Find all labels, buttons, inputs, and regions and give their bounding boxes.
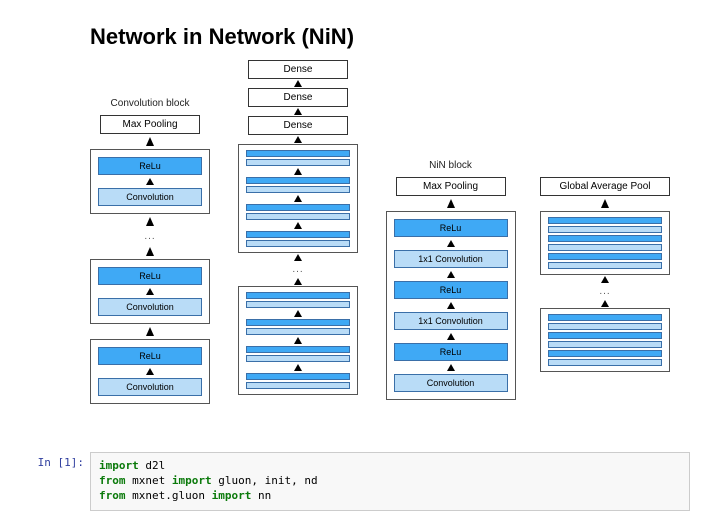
conv1x1-layer: 1x1 Convolution — [394, 250, 508, 268]
bar — [246, 177, 350, 184]
relu-layer: ReLu — [394, 343, 508, 361]
arrow-icon — [294, 222, 302, 229]
arrow-icon — [294, 278, 302, 285]
dense-box: Dense — [248, 88, 348, 107]
bar — [548, 314, 662, 321]
relu-layer: ReLu — [98, 267, 202, 285]
bar — [548, 244, 662, 251]
arrow-icon — [447, 271, 455, 278]
bar — [246, 319, 350, 326]
arrow-icon — [294, 168, 302, 175]
bar — [246, 292, 350, 299]
arrow-icon — [294, 254, 302, 261]
arrow-icon — [447, 333, 455, 340]
arrow-icon — [601, 300, 609, 307]
dense-box: Dense — [248, 60, 348, 79]
conv-block-label: Convolution block — [85, 98, 215, 109]
arrow-icon — [447, 199, 455, 208]
gap-box: Global Average Pool — [540, 177, 670, 196]
ellipsis: ... — [233, 264, 363, 275]
striped-block-4 — [540, 308, 670, 372]
bar — [548, 262, 662, 269]
bar — [246, 373, 350, 380]
nin-block-inner: ReLu 1x1 Convolution ReLu 1x1 Convolutio… — [386, 211, 516, 400]
arrow-icon — [447, 364, 455, 371]
nin-block-label: NiN block — [383, 160, 518, 171]
bar — [246, 301, 350, 308]
striped-block-3 — [540, 211, 670, 275]
bar — [246, 328, 350, 335]
arrow-icon — [294, 310, 302, 317]
bar — [246, 240, 350, 247]
bar — [246, 213, 350, 220]
striped-block-1 — [238, 144, 358, 253]
arrow-icon — [146, 288, 154, 295]
ellipsis: ... — [535, 286, 675, 297]
arrow-icon — [146, 178, 154, 185]
arrow-icon — [146, 368, 154, 375]
striped-block-2 — [238, 286, 358, 395]
conv-layer: Convolution — [394, 374, 508, 392]
arrow-icon — [146, 217, 154, 226]
bar — [548, 323, 662, 330]
bar — [548, 350, 662, 357]
arrow-icon — [447, 302, 455, 309]
conv-block-1: ReLu Convolution — [90, 149, 210, 214]
bar — [548, 359, 662, 366]
code-input[interactable]: import d2l from mxnet import gluon, init… — [90, 452, 690, 511]
column-conv-block: Convolution block Max Pooling ReLu Convo… — [85, 98, 215, 404]
relu-layer: ReLu — [394, 219, 508, 237]
bar — [548, 253, 662, 260]
relu-layer: ReLu — [98, 157, 202, 175]
arrow-icon — [447, 240, 455, 247]
bar — [548, 226, 662, 233]
conv-layer: Convolution — [98, 188, 202, 206]
arrow-icon — [601, 199, 609, 208]
architecture-diagram: Convolution block Max Pooling ReLu Convo… — [85, 60, 695, 435]
arrow-icon — [294, 364, 302, 371]
bar — [246, 346, 350, 353]
bar — [548, 235, 662, 242]
bar — [548, 332, 662, 339]
relu-layer: ReLu — [394, 281, 508, 299]
arrow-icon — [601, 276, 609, 283]
arrow-icon — [146, 137, 154, 146]
bar — [246, 186, 350, 193]
bar — [246, 355, 350, 362]
column-dense-stack: Dense Dense Dense ... — [233, 60, 363, 395]
page-title: Network in Network (NiN) — [90, 24, 354, 50]
column-gap: Global Average Pool ... — [535, 177, 675, 372]
bar — [246, 150, 350, 157]
max-pool-box: Max Pooling — [100, 115, 200, 134]
relu-layer: ReLu — [98, 347, 202, 365]
bar — [246, 204, 350, 211]
code-line-2: from mxnet import gluon, init, nd — [99, 474, 681, 489]
arrow-icon — [146, 327, 154, 336]
max-pool-box: Max Pooling — [396, 177, 506, 196]
bar — [246, 231, 350, 238]
conv1x1-layer: 1x1 Convolution — [394, 312, 508, 330]
arrow-icon — [294, 80, 302, 87]
code-cell: In [1]: import d2l from mxnet import glu… — [30, 452, 690, 511]
bar — [548, 341, 662, 348]
conv-layer: Convolution — [98, 378, 202, 396]
conv-layer: Convolution — [98, 298, 202, 316]
bar — [246, 159, 350, 166]
code-line-3: from mxnet.gluon import nn — [99, 489, 681, 504]
conv-block-3: ReLu Convolution — [90, 339, 210, 404]
arrow-icon — [294, 108, 302, 115]
ellipsis: ... — [85, 231, 215, 242]
conv-block-2: ReLu Convolution — [90, 259, 210, 324]
arrow-icon — [294, 195, 302, 202]
cell-prompt: In [1]: — [30, 452, 90, 511]
dense-box: Dense — [248, 116, 348, 135]
code-line-1: import d2l — [99, 459, 681, 474]
column-nin-block: NiN block Max Pooling ReLu 1x1 Convoluti… — [383, 160, 518, 400]
arrow-icon — [294, 136, 302, 143]
arrow-icon — [294, 337, 302, 344]
arrow-icon — [146, 247, 154, 256]
bar — [246, 382, 350, 389]
bar — [548, 217, 662, 224]
